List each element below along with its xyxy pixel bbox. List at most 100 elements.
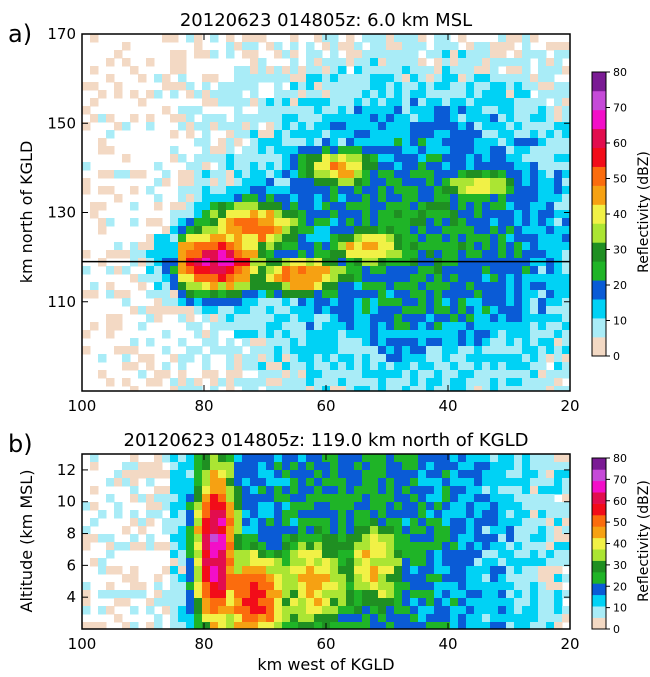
reflectivity-pixel [402,274,411,283]
reflectivity-pixel [274,330,283,339]
reflectivity-pixel [442,282,451,291]
reflectivity-pixel [186,314,195,323]
reflectivity-pixel [466,218,475,227]
reflectivity-pixel [266,598,275,607]
reflectivity-pixel [402,226,411,235]
reflectivity-pixel [346,58,355,67]
reflectivity-pixel [450,210,459,219]
reflectivity-pixel [418,266,427,275]
reflectivity-pixel [194,486,203,495]
reflectivity-pixel [490,162,499,171]
reflectivity-pixel [274,90,283,99]
reflectivity-pixel [194,322,203,331]
reflectivity-pixel [122,478,131,487]
reflectivity-pixel [458,186,467,195]
reflectivity-pixel [266,502,275,511]
panel-a-label: a) [8,20,32,48]
x-tick-label: 100 [68,397,97,415]
reflectivity-pixel [522,338,531,347]
reflectivity-pixel [98,146,107,155]
reflectivity-pixel [322,502,331,511]
reflectivity-pixel [426,614,435,623]
reflectivity-pixel [186,106,195,115]
reflectivity-pixel [306,494,315,503]
reflectivity-pixel [258,178,267,187]
reflectivity-pixel [506,290,515,299]
reflectivity-pixel [482,614,491,623]
reflectivity-pixel [474,362,483,371]
reflectivity-pixel [434,598,443,607]
reflectivity-pixel [282,218,291,227]
reflectivity-pixel [290,186,299,195]
reflectivity-pixel [562,558,570,567]
reflectivity-pixel [554,338,563,347]
colorbar-tick-label: 70 [613,102,627,115]
reflectivity-pixel [242,518,251,527]
reflectivity-pixel [498,614,507,623]
reflectivity-pixel [418,226,427,235]
reflectivity-pixel [474,614,483,623]
reflectivity-pixel [274,274,283,283]
reflectivity-pixel [114,266,123,275]
reflectivity-pixel [434,186,443,195]
reflectivity-pixel [386,582,395,591]
reflectivity-pixel [258,106,267,115]
colorbar-swatch [592,109,606,130]
reflectivity-pixel [186,614,195,623]
reflectivity-pixel [354,234,363,243]
reflectivity-pixel [434,50,443,59]
reflectivity-pixel [274,370,283,379]
reflectivity-pixel [298,250,307,259]
reflectivity-pixel [194,106,203,115]
reflectivity-pixel [386,266,395,275]
reflectivity-pixel [538,298,547,307]
reflectivity-pixel [498,582,507,591]
reflectivity-pixel [378,534,387,543]
colorbar-tick-label: 80 [613,66,627,79]
reflectivity-pixel [338,226,347,235]
reflectivity-pixel [298,462,307,471]
reflectivity-pixel [298,314,307,323]
reflectivity-pixel [338,114,347,123]
reflectivity-pixel [554,558,563,567]
reflectivity-pixel [482,146,491,155]
reflectivity-pixel [106,322,115,331]
reflectivity-pixel [234,462,243,471]
reflectivity-pixel [434,502,443,511]
reflectivity-pixel [378,154,387,163]
reflectivity-pixel [370,242,379,251]
reflectivity-pixel [482,354,491,363]
reflectivity-pixel [170,606,179,615]
reflectivity-pixel [178,122,187,131]
reflectivity-pixel [426,234,435,243]
reflectivity-pixel [98,606,107,615]
reflectivity-pixel [434,250,443,259]
reflectivity-pixel [226,250,235,259]
reflectivity-pixel [450,606,459,615]
reflectivity-pixel [314,58,323,67]
reflectivity-pixel [154,454,163,463]
reflectivity-pixel [402,186,411,195]
reflectivity-pixel [338,42,347,51]
reflectivity-pixel [346,154,355,163]
reflectivity-pixel [274,478,283,487]
reflectivity-pixel [178,462,187,471]
reflectivity-pixel [306,558,315,567]
reflectivity-pixel [226,574,235,583]
reflectivity-pixel [378,362,387,371]
reflectivity-pixel [378,526,387,535]
reflectivity-pixel [482,486,491,495]
reflectivity-pixel [346,558,355,567]
reflectivity-pixel [138,98,147,107]
reflectivity-pixel [434,226,443,235]
reflectivity-pixel [234,106,243,115]
reflectivity-pixel [426,106,435,115]
reflectivity-pixel [394,338,403,347]
reflectivity-pixel [314,478,323,487]
reflectivity-pixel [370,74,379,83]
reflectivity-pixel [338,462,347,471]
reflectivity-pixel [226,274,235,283]
reflectivity-pixel [194,622,203,629]
reflectivity-pixel [434,282,443,291]
reflectivity-pixel [306,226,315,235]
